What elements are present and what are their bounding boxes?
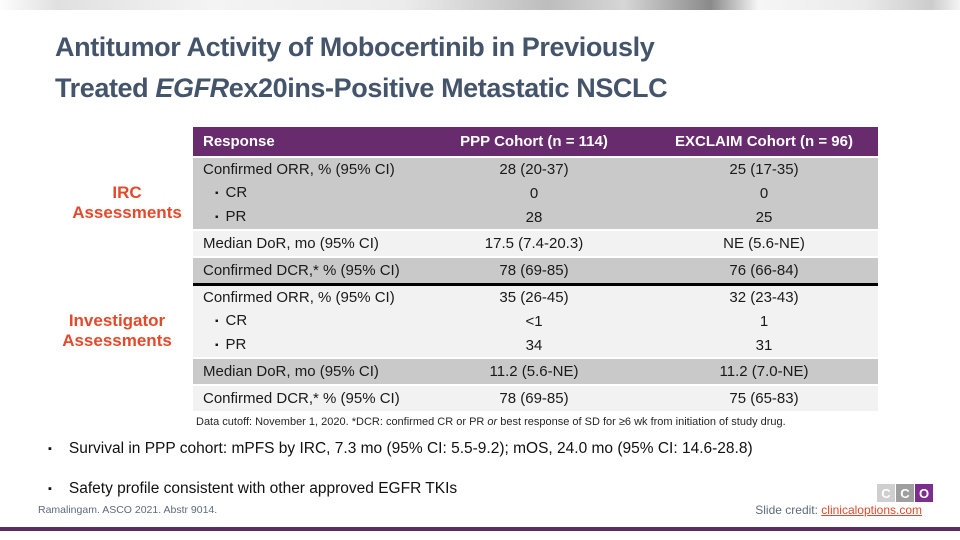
- slide-credit-label: Slide credit:: [755, 503, 822, 517]
- header-exclaim-cohort: EXCLAIM Cohort (n = 96): [675, 133, 853, 150]
- table-row: ▪ PR 34 31: [215, 336, 773, 354]
- irc-orr-group: Confirmed ORR, % (95% CI) 28 (20-37) 25 …: [193, 158, 878, 229]
- investigator-orr-group: Confirmed ORR, % (95% CI) 35 (26-45) 32 …: [193, 286, 878, 357]
- reference-citation: Ramalingam. ASCO 2021. Abstr 9014.: [38, 504, 218, 516]
- square-bullet-icon: ▪: [215, 188, 219, 199]
- summary-bullets: ▪ Survival in PPP cohort: mPFS by IRC, 7…: [48, 440, 928, 520]
- title-line1: Antitumor Activity of Mobocertinib in Pr…: [55, 32, 655, 62]
- irc-assessments-label: IRC Assessments: [42, 183, 212, 223]
- list-item: ▪ Survival in PPP cohort: mPFS by IRC, 7…: [48, 440, 928, 459]
- square-bullet-icon: ▪: [48, 483, 52, 495]
- header-response: Response: [203, 133, 275, 150]
- investigator-label-line2: Assessments: [62, 331, 172, 350]
- square-bullet-icon: ▪: [215, 316, 219, 327]
- investigator-dcr-group: Confirmed DCR,* % (95% CI) 78 (69-85) 75…: [193, 386, 878, 411]
- cco-logo-letter: C: [877, 484, 895, 502]
- table-row: Confirmed ORR, % (95% CI) 28 (20-37) 25 …: [203, 161, 799, 178]
- clinicaloptions-link[interactable]: clinicaloptions.com: [821, 503, 922, 517]
- title-line2-pre: Treated: [55, 73, 156, 103]
- title-line2-italic: EGFR: [155, 73, 229, 103]
- cco-logo-letter: C: [896, 484, 914, 502]
- header-ppp-cohort: PPP Cohort (n = 114): [460, 133, 608, 150]
- bullet-text-survival: Survival in PPP cohort: mPFS by IRC, 7.3…: [68, 440, 753, 457]
- title-line2-post: ex20ins-Positive Metastatic NSCLC: [228, 73, 668, 103]
- table-row: Confirmed DCR,* % (95% CI) 78 (69-85) 75…: [203, 390, 799, 407]
- square-bullet-icon: ▪: [215, 212, 219, 223]
- list-item: ▪ Safety profile consistent with other a…: [48, 480, 928, 499]
- irc-dcr-group: Confirmed DCR,* % (95% CI) 78 (69-85) 76…: [193, 258, 878, 283]
- table-row: ▪ CR 0 0: [215, 184, 769, 202]
- cco-logo-letter: O: [915, 484, 933, 502]
- cco-logo: C C O: [876, 484, 933, 502]
- table-row: Median DoR, mo (95% CI) 17.5 (7.4-20.3) …: [203, 235, 805, 252]
- table-footnote: Data cutoff: November 1, 2020. *DCR: con…: [196, 416, 786, 428]
- irc-label-line1: IRC: [112, 183, 142, 202]
- table-row: Median DoR, mo (95% CI) 11.2 (5.6-NE) 11…: [203, 363, 809, 380]
- top-gradient-bar: [0, 0, 960, 10]
- table-row: Confirmed ORR, % (95% CI) 35 (26-45) 32 …: [203, 289, 799, 306]
- page-title: Antitumor Activity of Mobocertinib in Pr…: [55, 27, 925, 109]
- investigator-label-line1: Investigator: [68, 311, 166, 330]
- table-row: ▪ CR <1 1: [215, 312, 769, 330]
- investigator-assessments-label: Investigator Assessments: [22, 311, 212, 351]
- bottom-accent-line: [0, 527, 960, 531]
- table-row: ▪ PR 28 25: [215, 208, 773, 226]
- slide-credit: Slide credit: clinicaloptions.com: [755, 503, 922, 517]
- bullet-text-safety: Safety profile consistent with other app…: [68, 480, 458, 497]
- section-divider: [193, 283, 878, 286]
- table-header-row: Response PPP Cohort (n = 114) EXCLAIM Co…: [193, 127, 878, 156]
- irc-dor-group: Median DoR, mo (95% CI) 17.5 (7.4-20.3) …: [193, 231, 878, 256]
- results-table: Response PPP Cohort (n = 114) EXCLAIM Co…: [193, 127, 878, 428]
- square-bullet-icon: ▪: [48, 443, 52, 455]
- square-bullet-icon: ▪: [215, 340, 219, 351]
- investigator-dor-group: Median DoR, mo (95% CI) 11.2 (5.6-NE) 11…: [193, 359, 878, 384]
- table-row: Confirmed DCR,* % (95% CI) 78 (69-85) 76…: [203, 262, 799, 279]
- irc-label-line2: Assessments: [72, 203, 182, 222]
